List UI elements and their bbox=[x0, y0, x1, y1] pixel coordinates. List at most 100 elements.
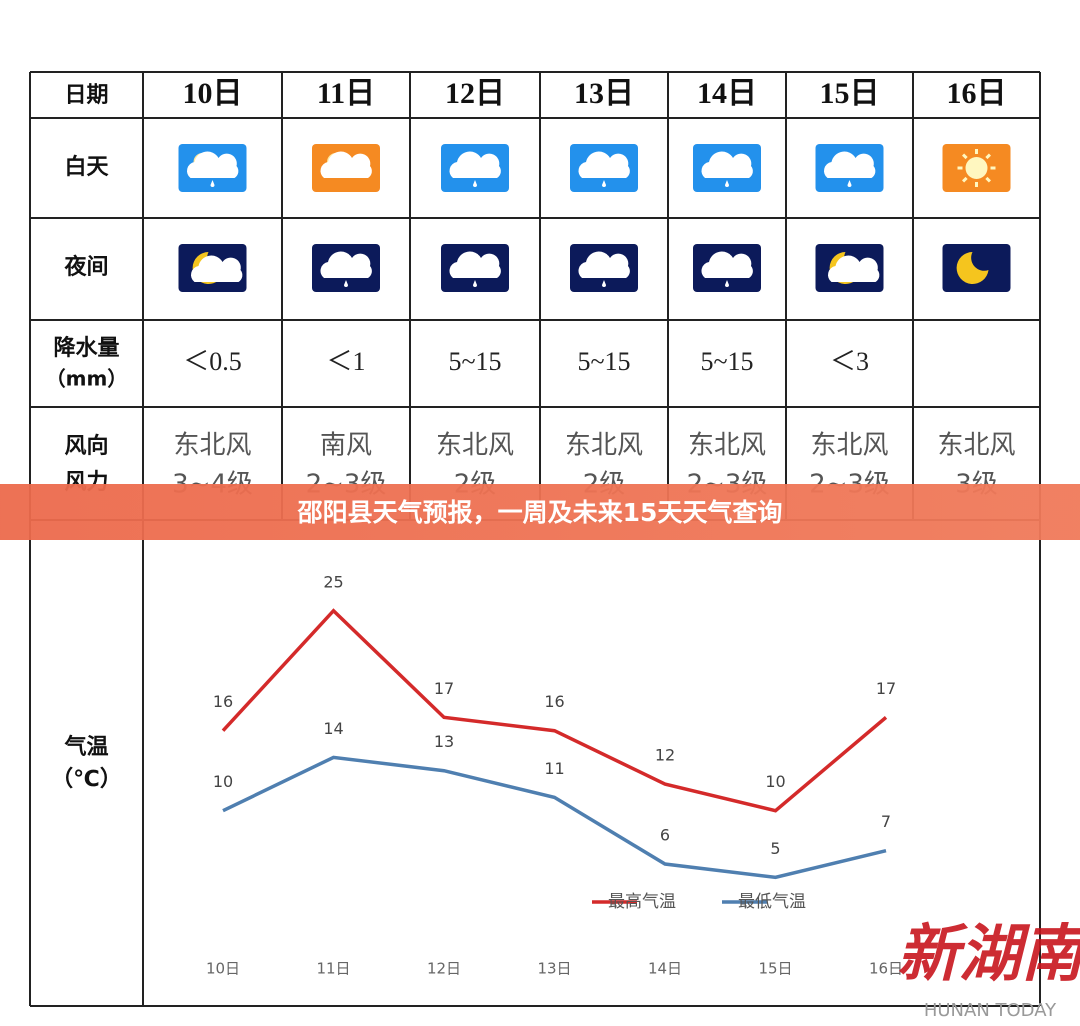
cloud bbox=[823, 151, 876, 178]
cloud bbox=[578, 251, 630, 278]
data-label: 17 bbox=[434, 679, 454, 698]
icon-bg bbox=[942, 244, 1011, 292]
day-header: 15日 bbox=[820, 77, 880, 110]
data-label: 25 bbox=[323, 572, 343, 591]
cloud bbox=[701, 151, 753, 178]
cloud bbox=[186, 151, 239, 178]
banner-bg bbox=[0, 484, 1080, 540]
row-label: 夜间 bbox=[63, 254, 108, 280]
data-label: 10 bbox=[213, 772, 233, 791]
sun-ray bbox=[962, 176, 968, 183]
weather-icon bbox=[570, 144, 638, 192]
legend-label: 最低气温 bbox=[738, 892, 806, 912]
watermark-subtitle: HUNAN TODAY bbox=[924, 1000, 1057, 1021]
row-label: 降水量 bbox=[53, 336, 119, 361]
cloud bbox=[827, 255, 880, 282]
cloud bbox=[320, 151, 372, 178]
row-label: （mm） bbox=[46, 367, 128, 391]
cloud bbox=[449, 151, 501, 178]
x-tick-label: 14日 bbox=[648, 960, 682, 978]
rain bbox=[725, 280, 729, 287]
weather-icon bbox=[815, 244, 884, 292]
sun-ray bbox=[985, 176, 991, 183]
weather-icon bbox=[441, 144, 509, 192]
data-label: 17 bbox=[876, 679, 896, 698]
x-tick-label: 13日 bbox=[537, 960, 571, 978]
weather-icon bbox=[312, 144, 380, 192]
row-label: （℃） bbox=[51, 767, 122, 792]
data-label: 12 bbox=[655, 746, 675, 765]
legend-label: 最高气温 bbox=[608, 892, 676, 912]
cloud bbox=[449, 251, 501, 278]
data-label: 13 bbox=[434, 732, 454, 751]
day-header: 11日 bbox=[317, 77, 375, 110]
header-label: 日期 bbox=[64, 83, 108, 108]
x-tick-label: 16日 bbox=[869, 960, 903, 978]
cloud bbox=[190, 255, 243, 282]
sun bbox=[965, 157, 988, 179]
wind-direction: 东北风 bbox=[173, 431, 251, 461]
watermark-logo: 新湖南 bbox=[897, 917, 1080, 990]
row-label: 白天 bbox=[64, 154, 109, 180]
data-label: 7 bbox=[881, 812, 891, 831]
wind-direction: 东北风 bbox=[810, 431, 888, 461]
x-tick-label: 15日 bbox=[758, 960, 792, 978]
data-label: 11 bbox=[544, 759, 564, 778]
weather-icon bbox=[942, 244, 1011, 292]
rain bbox=[847, 180, 852, 187]
data-label: 16 bbox=[213, 692, 233, 711]
weather-icon bbox=[570, 244, 638, 292]
wind-direction: 东北风 bbox=[937, 431, 1015, 461]
weather-icon bbox=[815, 144, 884, 192]
weather-icon bbox=[441, 244, 509, 292]
x-tick-label: 11日 bbox=[316, 960, 350, 978]
weather-icon bbox=[178, 144, 247, 192]
sun-ray bbox=[985, 153, 991, 160]
moon bbox=[956, 252, 989, 284]
day-header: 16日 bbox=[947, 77, 1007, 110]
precip-value: 5~15 bbox=[700, 347, 753, 376]
cloud bbox=[701, 251, 753, 278]
precip-value: 5~15 bbox=[448, 347, 501, 376]
weather-icon bbox=[178, 244, 247, 292]
x-tick-label: 12日 bbox=[427, 960, 461, 978]
rain bbox=[344, 280, 348, 287]
series-line bbox=[222, 755, 887, 880]
row-label: 气温 bbox=[63, 734, 108, 760]
rain bbox=[473, 180, 477, 187]
rain bbox=[725, 180, 729, 187]
wind-direction: 南风 bbox=[320, 431, 372, 461]
weather-icon bbox=[693, 244, 761, 292]
row-label: 风向 bbox=[64, 433, 108, 459]
weather-icon bbox=[693, 144, 761, 192]
wind-direction: 东北风 bbox=[565, 431, 643, 461]
wind-direction: 东北风 bbox=[688, 431, 766, 461]
rain bbox=[210, 180, 215, 187]
data-label: 16 bbox=[544, 692, 564, 711]
rain bbox=[602, 180, 606, 187]
precip-value: ＜3 bbox=[830, 347, 869, 376]
banner-title: 邵阳县天气预报，一周及未来15天天气查询 bbox=[297, 498, 783, 527]
precip-value: ＜0.5 bbox=[183, 347, 242, 376]
data-label: 10 bbox=[765, 772, 785, 791]
cloud bbox=[320, 251, 372, 278]
day-header: 14日 bbox=[697, 77, 757, 110]
x-tick-label: 10日 bbox=[206, 960, 240, 978]
data-label: 6 bbox=[660, 826, 670, 845]
data-label: 5 bbox=[770, 839, 780, 858]
rain bbox=[602, 280, 606, 287]
rain bbox=[473, 280, 477, 287]
precip-value: ＜1 bbox=[326, 347, 365, 376]
precip-value: 5~15 bbox=[577, 347, 630, 376]
sun-ray bbox=[962, 153, 968, 160]
weather-icon bbox=[312, 244, 380, 292]
weather-icon bbox=[942, 144, 1011, 192]
day-header: 12日 bbox=[445, 77, 505, 110]
wind-direction: 东北风 bbox=[436, 431, 514, 461]
series-line bbox=[221, 608, 888, 813]
data-label: 14 bbox=[323, 719, 343, 738]
day-header: 13日 bbox=[574, 77, 634, 110]
day-header: 10日 bbox=[183, 77, 243, 110]
